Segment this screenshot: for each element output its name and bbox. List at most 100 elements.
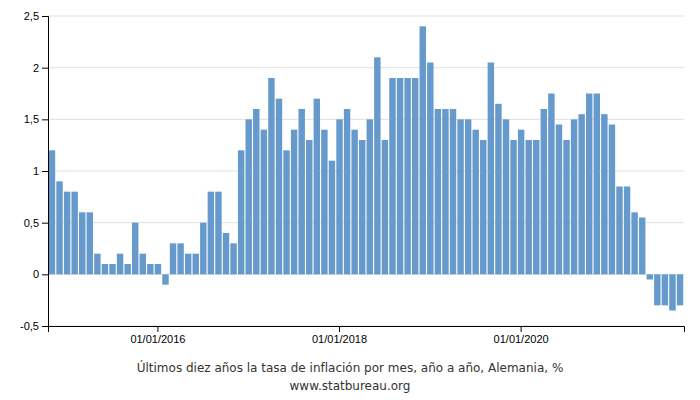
- bar: [586, 94, 592, 275]
- chart-container: -0,500,511,522,501/01/201601/01/201801/0…: [0, 0, 700, 400]
- y-tick: 1,5: [24, 113, 48, 125]
- bar: [140, 254, 146, 275]
- bar: [245, 119, 251, 274]
- bar: [109, 264, 115, 274]
- bar: [488, 63, 494, 275]
- y-tick: 2,5: [24, 10, 48, 22]
- y-tick: -0,5: [20, 320, 48, 332]
- bar: [261, 130, 267, 275]
- bar: [480, 140, 486, 274]
- bar: [79, 212, 85, 274]
- y-tick-mark: [42, 16, 48, 17]
- bar: [510, 140, 516, 274]
- bar: [374, 57, 380, 274]
- bar: [230, 243, 236, 274]
- y-tick-label: -0,5: [20, 320, 39, 332]
- x-tick-mark: [339, 326, 340, 332]
- x-tick: 01/01/2020: [494, 326, 549, 345]
- bar: [298, 109, 304, 274]
- y-tick-mark: [42, 119, 48, 120]
- y-tick-mark: [42, 68, 48, 69]
- bar: [624, 187, 630, 275]
- bar: [177, 243, 183, 274]
- bar: [503, 119, 509, 274]
- title: Últimos diez años la tasa de inflación p…: [137, 360, 564, 375]
- bar: [563, 140, 569, 274]
- bar: [215, 192, 221, 275]
- bar: [306, 140, 312, 274]
- bar: [442, 109, 448, 274]
- x-axis-line: [49, 327, 685, 333]
- bar: [223, 233, 229, 274]
- bar: [283, 150, 289, 274]
- bar: [427, 63, 433, 275]
- x-tick: 01/01/2018: [312, 326, 367, 345]
- bar: [556, 125, 562, 275]
- bar: [647, 274, 653, 279]
- x-tick: 01/01/2016: [130, 326, 185, 345]
- y-tick-mark: [42, 223, 48, 224]
- bar: [382, 140, 388, 274]
- x-axis: 01/01/2016 01/01/2018 01/01/2020: [49, 326, 685, 345]
- bar: [654, 274, 660, 305]
- bar: [132, 223, 138, 275]
- bar: [495, 104, 501, 275]
- bar: [533, 140, 539, 274]
- bar: [94, 254, 100, 275]
- y-tick: 1: [33, 165, 48, 177]
- bar: [525, 140, 531, 274]
- bar: [359, 140, 365, 274]
- bar: [435, 109, 441, 274]
- y-tick-mark: [42, 171, 48, 172]
- bar: [578, 114, 584, 274]
- bar: [609, 125, 615, 275]
- y-tick-label: 2,5: [24, 10, 39, 22]
- bar: [473, 130, 479, 275]
- subtitle: www.statbureau.org: [290, 379, 411, 393]
- bar: [631, 212, 637, 274]
- y-tick-label: 0,5: [24, 217, 39, 229]
- bar: [397, 78, 403, 274]
- bar: [185, 254, 191, 275]
- grid: [48, 16, 684, 326]
- bar: [56, 181, 62, 274]
- bar: [367, 119, 373, 274]
- bar: [420, 26, 426, 274]
- x-tick-mark: [521, 326, 522, 332]
- y-tick-label: 2: [33, 62, 39, 74]
- bar: [450, 109, 456, 274]
- bar: [170, 243, 176, 274]
- bar: [321, 130, 327, 275]
- bar: [457, 119, 463, 274]
- bars: [49, 26, 683, 310]
- x-tick-label: 01/01/2018: [312, 333, 367, 345]
- bar: [291, 130, 297, 275]
- bar: [404, 78, 410, 274]
- bar: [465, 119, 471, 274]
- bar: [64, 192, 70, 275]
- y-tick: 2: [33, 62, 48, 74]
- bar: [102, 264, 108, 274]
- bar: [124, 264, 130, 274]
- bar: [193, 254, 199, 275]
- x-tick-label: 01/01/2016: [130, 333, 185, 345]
- bar: [238, 150, 244, 274]
- bar: [162, 274, 168, 284]
- bar: [117, 254, 123, 275]
- bar: [616, 187, 622, 275]
- grid-line: [48, 16, 684, 17]
- y-tick-label: 0: [33, 268, 39, 280]
- y-tick-mark: [42, 326, 48, 327]
- bar: [677, 274, 683, 305]
- x-tick-label: 01/01/2020: [494, 333, 549, 345]
- bar: [276, 99, 282, 275]
- bar: [200, 223, 206, 275]
- bar: [336, 119, 342, 274]
- bar: [412, 78, 418, 274]
- bar: [389, 78, 395, 274]
- bar: [314, 99, 320, 275]
- bar: [601, 114, 607, 274]
- y-axis-line: [42, 17, 49, 327]
- y-tick: 0: [33, 268, 48, 280]
- y-tick-label: 1,5: [24, 113, 39, 125]
